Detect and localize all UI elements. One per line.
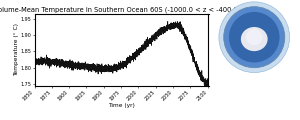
Circle shape xyxy=(224,7,285,68)
X-axis label: Time (yr): Time (yr) xyxy=(108,103,135,108)
Circle shape xyxy=(246,29,262,45)
Ellipse shape xyxy=(241,27,268,51)
Y-axis label: Temperature (° C): Temperature (° C) xyxy=(14,23,19,76)
Title: Volume-Mean Temperature in Southern Ocean 60S (-1000.0 < z < -400.0 m): Volume-Mean Temperature in Southern Ocea… xyxy=(0,7,249,13)
Circle shape xyxy=(219,2,290,72)
Circle shape xyxy=(229,12,280,63)
